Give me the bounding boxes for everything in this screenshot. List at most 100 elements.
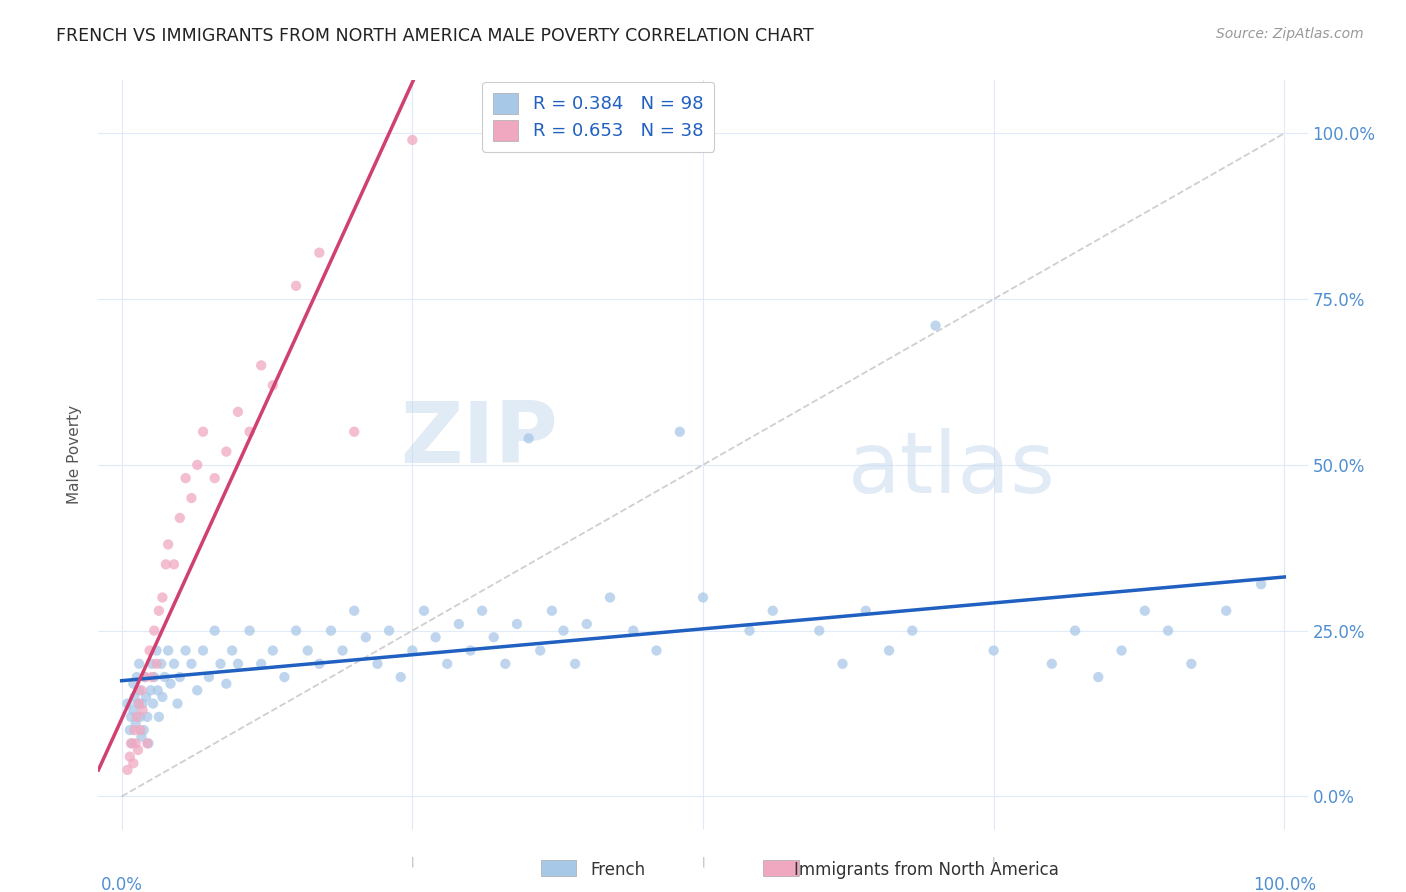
Point — [127, 697, 149, 711]
Point — [136, 710, 159, 724]
Point — [131, 683, 153, 698]
Point — [121, 736, 143, 750]
Point — [221, 643, 243, 657]
Point — [1157, 624, 1180, 638]
Point — [186, 683, 208, 698]
Point — [128, 683, 150, 698]
Point — [136, 736, 159, 750]
Point — [174, 643, 197, 657]
Point — [180, 657, 202, 671]
Point — [262, 378, 284, 392]
Point — [319, 624, 342, 638]
Point — [668, 425, 690, 439]
Point — [738, 624, 761, 638]
Text: |: | — [991, 856, 995, 867]
Point — [460, 643, 482, 657]
Point — [401, 133, 423, 147]
Point — [141, 670, 163, 684]
Point — [125, 710, 148, 724]
Point — [153, 670, 176, 684]
Point — [131, 703, 153, 717]
Point — [129, 710, 152, 724]
Point — [145, 657, 167, 671]
Point — [1040, 657, 1063, 671]
Point — [139, 683, 162, 698]
Point — [621, 624, 644, 638]
Point — [157, 643, 180, 657]
Point — [117, 763, 139, 777]
Point — [148, 604, 170, 618]
Text: 0.0%: 0.0% — [101, 876, 142, 892]
Point — [142, 697, 165, 711]
Point — [413, 604, 436, 618]
Point — [273, 670, 295, 684]
Point — [145, 643, 167, 657]
Point — [389, 670, 412, 684]
Point — [553, 624, 575, 638]
Point — [122, 703, 145, 717]
Point — [239, 624, 262, 638]
Point — [132, 723, 155, 737]
Point — [150, 690, 173, 704]
Point — [762, 604, 785, 618]
Point — [143, 624, 166, 638]
Point — [831, 657, 853, 671]
Text: ZIP: ZIP — [401, 399, 558, 482]
Point — [1064, 624, 1087, 638]
Point — [564, 657, 586, 671]
Point — [124, 736, 146, 750]
Point — [191, 425, 214, 439]
Point — [401, 643, 423, 657]
Text: 100.0%: 100.0% — [1253, 876, 1316, 892]
Point — [924, 318, 946, 333]
Point — [366, 657, 388, 671]
Point — [191, 643, 214, 657]
Point — [540, 604, 562, 618]
Point — [124, 690, 146, 704]
Point — [204, 624, 226, 638]
Point — [169, 670, 191, 684]
Point — [285, 278, 308, 293]
Point — [599, 591, 621, 605]
Point — [1111, 643, 1133, 657]
Point — [180, 491, 202, 505]
FancyBboxPatch shape — [541, 860, 576, 876]
Point — [332, 643, 354, 657]
Point — [1215, 604, 1237, 618]
Point — [471, 604, 494, 618]
Point — [120, 736, 142, 750]
Point — [354, 630, 377, 644]
Point — [343, 425, 366, 439]
Point — [163, 558, 186, 572]
Point — [983, 643, 1005, 657]
Point — [1087, 670, 1109, 684]
Point — [118, 749, 141, 764]
Point — [120, 710, 142, 724]
Point — [125, 670, 148, 684]
Point — [204, 471, 226, 485]
Point — [425, 630, 447, 644]
Point — [506, 617, 529, 632]
Point — [124, 723, 146, 737]
Point — [138, 643, 160, 657]
Point — [215, 676, 238, 690]
Text: atlas: atlas — [848, 428, 1056, 511]
Point — [118, 723, 141, 737]
Y-axis label: Male Poverty: Male Poverty — [67, 405, 83, 505]
Point — [134, 670, 156, 684]
Point — [250, 359, 273, 373]
Point — [124, 716, 146, 731]
Point — [226, 657, 249, 671]
Point — [143, 670, 166, 684]
Point — [1250, 577, 1272, 591]
Point — [482, 630, 505, 644]
Point — [529, 643, 551, 657]
Text: FRENCH VS IMMIGRANTS FROM NORTH AMERICA MALE POVERTY CORRELATION CHART: FRENCH VS IMMIGRANTS FROM NORTH AMERICA … — [56, 27, 814, 45]
Point — [127, 743, 149, 757]
Point — [215, 444, 238, 458]
Point — [186, 458, 208, 472]
Point — [134, 670, 156, 684]
Point — [166, 697, 188, 711]
Text: French: French — [591, 861, 645, 879]
Point — [174, 471, 197, 485]
